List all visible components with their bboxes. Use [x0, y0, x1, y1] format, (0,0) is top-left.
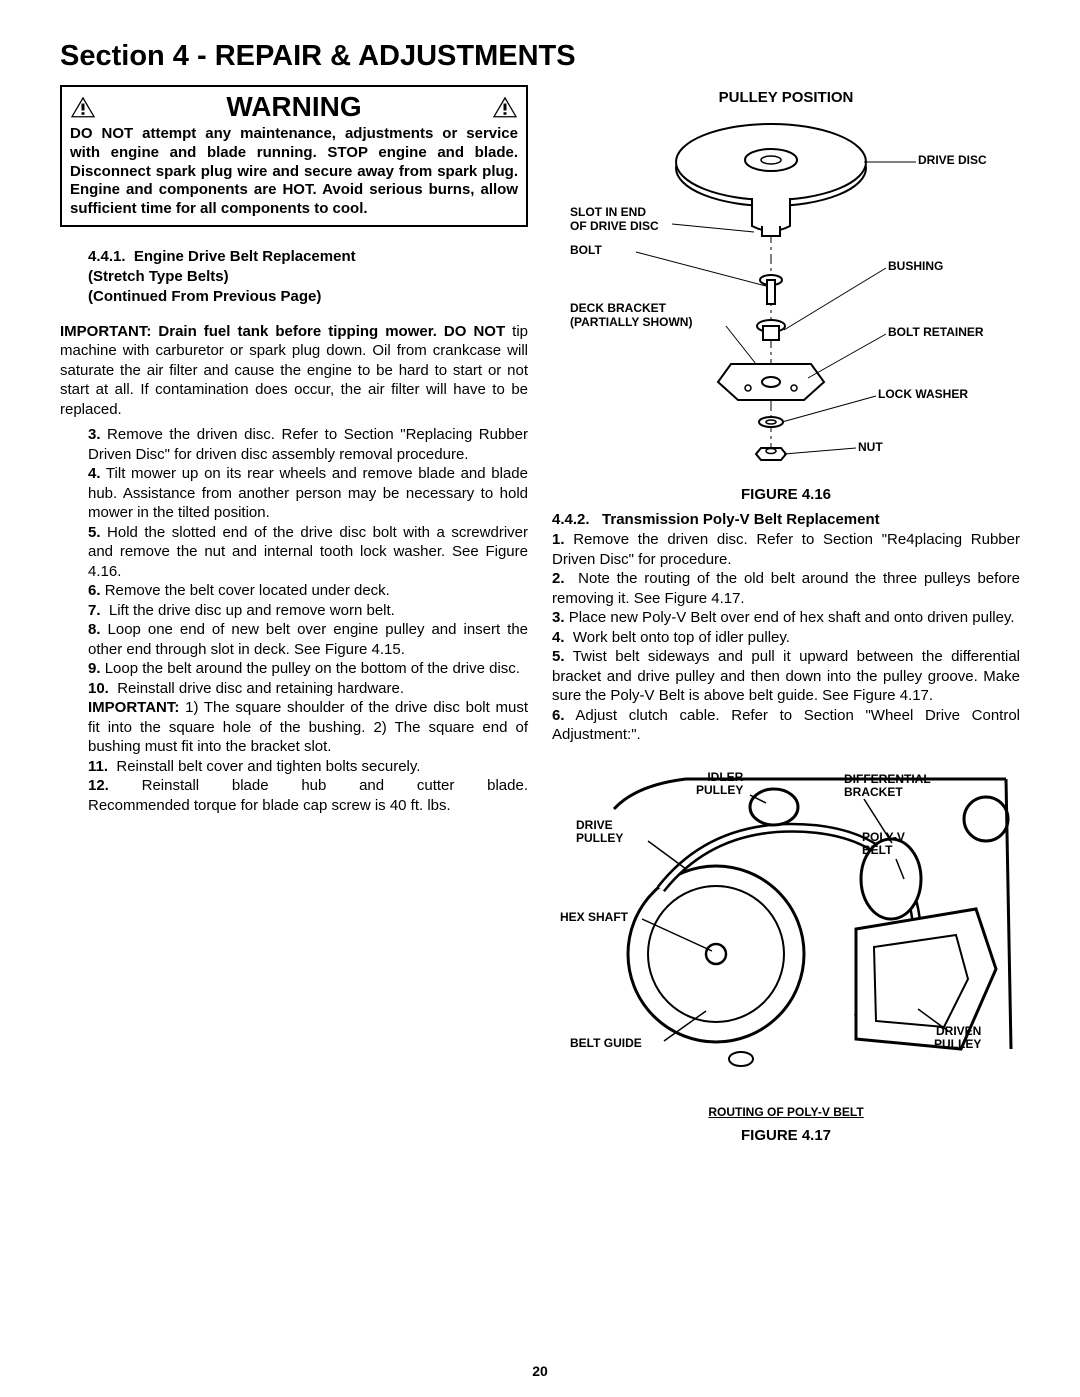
label-deck-bracket: DECK BRACKET (PARTIALLY SHOWN)	[570, 302, 692, 330]
step: 4. Work belt onto top of idler pulley.	[552, 628, 1020, 648]
step-body: Hold the slotted end of the drive disc b…	[88, 524, 528, 580]
important-note: IMPORTANT: Drain fuel tank before tippin…	[60, 322, 528, 420]
step: 7. Lift the drive disc up and remove wor…	[88, 601, 528, 621]
page: Section 4 - REPAIR & ADJUSTMENTS WARNING	[0, 0, 1080, 1397]
label-bolt-retainer: BOLT RETAINER	[888, 326, 984, 340]
step-num: 2.	[552, 570, 565, 587]
subheading-line2: (Stretch Type Belts)	[88, 268, 229, 285]
step: 12. Reinstall blade hub and cutter blade…	[88, 776, 528, 796]
step-body: Remove the driven disc. Refer to Section…	[552, 531, 1020, 568]
step-body: Tilt mower up on its rear wheels and rem…	[88, 465, 528, 521]
step-num: 1.	[552, 531, 565, 548]
step: 6. Remove the belt cover located under d…	[88, 581, 528, 601]
step: 5. Hold the slotted end of the drive dis…	[88, 523, 528, 582]
label-drive-pulley: DRIVE PULLEY	[576, 819, 623, 847]
step-num: 11.	[88, 758, 108, 775]
step-num: 4.	[552, 629, 565, 646]
label-bushing: BUSHING	[888, 260, 943, 274]
steps-block-1: 3. Remove the driven disc. Refer to Sect…	[88, 425, 528, 815]
routing-label: ROUTING OF POLY-V BELT	[552, 1105, 1020, 1119]
step-body: Lift the drive disc up and remove worn b…	[109, 602, 395, 619]
step: 8. Loop one end of new belt over engine …	[88, 620, 528, 659]
section-title: Section 4 - REPAIR & ADJUSTMENTS	[60, 40, 1020, 73]
step-body: Loop the belt around the pulley on the b…	[105, 660, 520, 677]
step-body: Place new Poly-V Belt over end of hex sh…	[569, 609, 1015, 626]
step: 11. Reinstall belt cover and tighten bol…	[88, 757, 528, 777]
label-belt-guide: BELT GUIDE	[570, 1037, 642, 1051]
label-diff-bracket: DIFFERENTIAL BRACKET	[844, 773, 931, 801]
step: 4. Tilt mower up on its rear wheels and …	[88, 464, 528, 523]
important-lead: IMPORTANT:	[88, 699, 179, 716]
label-idler-pulley: IDLER PULLEY	[696, 771, 743, 799]
step: 10. Reinstall drive disc and retaining h…	[88, 679, 528, 699]
subheading-line3: (Continued From Previous Page)	[88, 288, 321, 305]
page-number: 20	[532, 1363, 548, 1379]
step-num: 6.	[88, 582, 101, 599]
warning-header: WARNING	[70, 91, 518, 123]
fig416-title: PULLEY POSITION	[552, 89, 1020, 106]
step-body: Twist belt sideways and pull it upward b…	[552, 648, 1020, 704]
subheading-number: 4.4.2.	[552, 511, 590, 528]
step: 2. Note the routing of the old belt arou…	[552, 569, 1020, 608]
step: 3. Place new Poly-V Belt over end of hex…	[552, 608, 1020, 628]
step-body: Reinstall drive disc and retaining hardw…	[117, 680, 404, 697]
fig416-caption: FIGURE 4.16	[552, 486, 1020, 503]
step-num: 12.	[88, 777, 109, 794]
label-slot: SLOT IN END OF DRIVE DISC	[570, 206, 659, 234]
label-hex-shaft: HEX SHAFT	[560, 911, 628, 925]
step-num: 7.	[88, 602, 101, 619]
figure-416: DRIVE DISC SLOT IN END OF DRIVE DISC BOL…	[556, 108, 1016, 478]
step-body: Work belt onto top of idler pulley.	[573, 629, 790, 646]
important-lead: IMPORTANT: Drain fuel tank before tippin…	[60, 323, 505, 340]
step-num: 5.	[552, 648, 565, 665]
step-num: 4.	[88, 465, 101, 482]
warning-icon	[70, 95, 96, 119]
warning-title: WARNING	[96, 91, 492, 123]
important-2: IMPORTANT: 1) The square shoulder of the…	[88, 698, 528, 757]
step: 3. Remove the driven disc. Refer to Sect…	[88, 425, 528, 464]
step-num: 3.	[88, 426, 101, 443]
step-body: Loop one end of new belt over engine pul…	[88, 621, 528, 658]
figure-417: IDLER PULLEY DIFFERENTIAL BRACKET DRIVE …	[556, 759, 1016, 1099]
step-num: 5.	[88, 524, 101, 541]
subheading-number: 4.4.1.	[88, 248, 126, 265]
warning-icon	[492, 95, 518, 119]
step-body: Note the routing of the old belt around …	[552, 570, 1020, 607]
step-body: Remove the driven disc. Refer to Section…	[88, 426, 528, 463]
left-column: WARNING DO NOT attempt any maintenance, …	[60, 85, 528, 1152]
right-column: PULLEY POSITION	[552, 85, 1020, 1152]
step-cont: Recommended torque for blade cap screw i…	[88, 796, 528, 816]
step-body: Adjust clutch cable. Refer to Section "W…	[552, 707, 1020, 744]
fig417-caption: FIGURE 4.17	[552, 1127, 1020, 1144]
label-drive-disc: DRIVE DISC	[918, 154, 987, 168]
warning-body: DO NOT attempt any maintenance, adjustme…	[70, 125, 518, 219]
label-lock-washer: LOCK WASHER	[878, 388, 968, 402]
label-polyv-belt: POLY-V BELT	[862, 831, 905, 859]
subheading-title: Transmission Poly-V Belt Replacement	[602, 511, 880, 528]
step-num: 6.	[552, 707, 565, 724]
step: 9. Loop the belt around the pulley on th…	[88, 659, 528, 679]
warning-box: WARNING DO NOT attempt any maintenance, …	[60, 85, 528, 227]
subheading-441: 4.4.1. Engine Drive Belt Replacement (St…	[88, 247, 528, 308]
step-num: 10.	[88, 680, 109, 697]
subheading-line1: Engine Drive Belt Replacement	[134, 248, 356, 265]
label-driven-pulley: DRIVEN PULLEY	[934, 1025, 981, 1053]
step-num: 3.	[552, 609, 565, 626]
step: 6. Adjust clutch cable. Refer to Section…	[552, 706, 1020, 745]
step-body: Remove the belt cover located under deck…	[105, 582, 390, 599]
two-column-layout: WARNING DO NOT attempt any maintenance, …	[60, 85, 1020, 1152]
step-num: 9.	[88, 660, 101, 677]
label-nut: NUT	[858, 441, 883, 455]
step-num: 8.	[88, 621, 101, 638]
step-body: Reinstall belt cover and tighten bolts s…	[116, 758, 420, 775]
subheading-442: 4.4.2. Transmission Poly-V Belt Replacem…	[552, 511, 1020, 528]
step: 1. Remove the driven disc. Refer to Sect…	[552, 530, 1020, 569]
step: 5. Twist belt sideways and pull it upwar…	[552, 647, 1020, 706]
label-bolt: BOLT	[570, 244, 602, 258]
